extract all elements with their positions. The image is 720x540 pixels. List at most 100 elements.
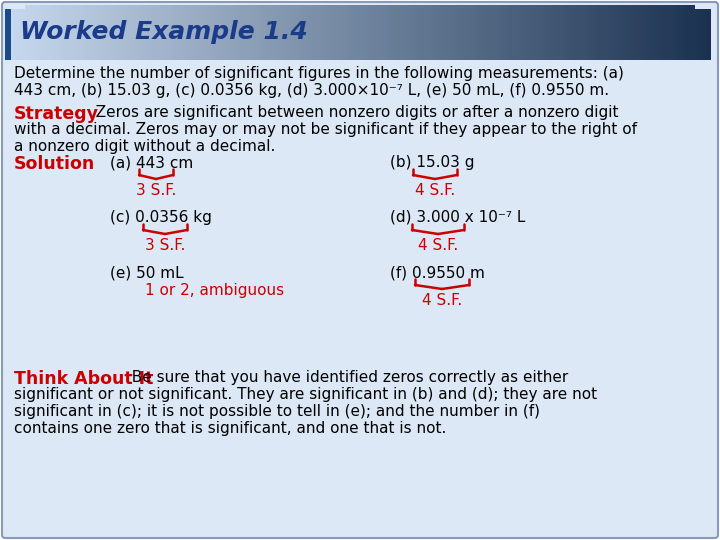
Bar <box>308 5 312 60</box>
Bar <box>431 5 436 60</box>
Bar <box>343 5 348 60</box>
Text: 4 S.F.: 4 S.F. <box>415 183 455 198</box>
Text: a nonzero digit without a decimal.: a nonzero digit without a decimal. <box>14 139 275 154</box>
Bar <box>661 5 665 60</box>
Bar <box>580 5 584 60</box>
Bar <box>689 5 693 60</box>
Bar <box>552 5 555 60</box>
Bar <box>438 5 443 60</box>
Bar <box>30 5 34 60</box>
Text: (d) 3.000 x 10⁻⁷ L: (d) 3.000 x 10⁻⁷ L <box>390 210 526 225</box>
Bar <box>128 5 132 60</box>
Bar <box>347 5 351 60</box>
Text: Worked Example 1.4: Worked Example 1.4 <box>20 21 307 44</box>
Bar <box>171 5 175 60</box>
Bar <box>361 5 365 60</box>
Bar <box>315 5 319 60</box>
Bar <box>230 5 235 60</box>
Bar <box>238 5 242 60</box>
Bar <box>12 5 16 60</box>
Bar <box>223 5 228 60</box>
Bar <box>572 5 577 60</box>
Bar <box>706 5 711 60</box>
Text: 4 S.F.: 4 S.F. <box>422 293 462 308</box>
Bar <box>368 5 372 60</box>
Bar <box>392 5 397 60</box>
Bar <box>206 5 210 60</box>
Bar <box>37 5 41 60</box>
Bar <box>643 5 647 60</box>
Bar <box>163 5 168 60</box>
Bar <box>449 5 453 60</box>
Bar <box>657 5 661 60</box>
Bar <box>118 5 122 60</box>
Bar <box>266 5 270 60</box>
Bar <box>696 5 700 60</box>
Bar <box>245 5 248 60</box>
Bar <box>252 5 256 60</box>
Bar <box>319 5 323 60</box>
Bar <box>354 5 358 60</box>
Bar <box>456 5 460 60</box>
Bar <box>594 5 598 60</box>
Bar <box>351 5 354 60</box>
Bar <box>632 5 636 60</box>
Bar <box>185 5 189 60</box>
Bar <box>143 5 146 60</box>
Bar <box>505 5 510 60</box>
Bar <box>329 5 333 60</box>
Bar <box>626 5 629 60</box>
Bar <box>675 5 679 60</box>
Bar <box>234 5 238 60</box>
Bar <box>467 5 471 60</box>
Bar <box>488 5 492 60</box>
Bar <box>16 5 19 60</box>
Bar <box>19 5 23 60</box>
Bar <box>9 5 12 60</box>
Bar <box>418 5 421 60</box>
Text: 1 or 2, ambiguous: 1 or 2, ambiguous <box>145 283 284 298</box>
Bar <box>287 5 291 60</box>
Bar <box>305 5 309 60</box>
Bar <box>220 5 224 60</box>
Bar <box>428 5 432 60</box>
Text: 443 cm, (b) 15.03 g, (c) 0.0356 kg, (d) 3.000×10⁻⁷ L, (e) 50 mL, (f) 0.9550 m.: 443 cm, (b) 15.03 g, (c) 0.0356 kg, (d) … <box>14 83 609 98</box>
Bar <box>89 5 94 60</box>
Bar <box>294 5 298 60</box>
Text: Think About It: Think About It <box>14 370 153 388</box>
Bar <box>291 5 294 60</box>
Bar <box>5 5 9 60</box>
Bar <box>541 5 545 60</box>
Bar <box>569 5 573 60</box>
Text: 3 S.F.: 3 S.F. <box>136 183 176 198</box>
Bar <box>615 5 619 60</box>
Text: Zeros are significant between nonzero digits or after a nonzero digit: Zeros are significant between nonzero di… <box>86 105 618 120</box>
Bar <box>403 5 408 60</box>
Bar <box>559 5 562 60</box>
Bar <box>379 5 382 60</box>
Text: contains one zero that is significant, and one that is not.: contains one zero that is significant, a… <box>14 421 446 436</box>
Bar <box>262 5 266 60</box>
Bar <box>407 5 411 60</box>
Bar <box>5 5 25 9</box>
Text: Be sure that you have identified zeros correctly as either: Be sure that you have identified zeros c… <box>122 370 568 385</box>
Text: 3 S.F.: 3 S.F. <box>145 238 185 253</box>
Bar <box>477 5 482 60</box>
Bar <box>72 5 76 60</box>
Text: (c) 0.0356 kg: (c) 0.0356 kg <box>110 210 212 225</box>
Bar <box>513 5 517 60</box>
Bar <box>647 5 651 60</box>
Bar <box>534 5 538 60</box>
Text: significant or not significant. They are significant in (b) and (d); they are no: significant or not significant. They are… <box>14 387 597 402</box>
Bar <box>590 5 594 60</box>
Bar <box>297 5 302 60</box>
Text: (e) 50 mL: (e) 50 mL <box>110 265 184 280</box>
Bar <box>622 5 626 60</box>
Bar <box>340 5 344 60</box>
Bar <box>241 5 246 60</box>
Bar <box>48 5 51 60</box>
Bar <box>153 5 157 60</box>
Bar <box>178 5 181 60</box>
Bar <box>76 5 79 60</box>
Text: (a) 443 cm: (a) 443 cm <box>110 155 193 170</box>
